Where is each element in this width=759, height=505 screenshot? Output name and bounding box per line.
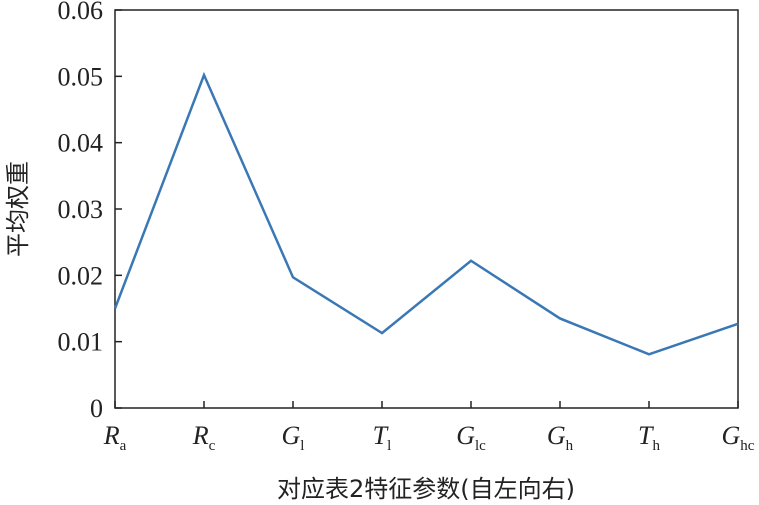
- y-axis-label: 平均权重: [4, 161, 32, 257]
- y-tick-label: 0.04: [58, 129, 104, 158]
- x-tick-label: Glc: [456, 421, 486, 454]
- y-tick-label: 0.02: [58, 261, 104, 290]
- x-tick-label: Gh: [547, 421, 574, 454]
- y-tick-label: 0: [90, 394, 103, 423]
- x-axis-label: 对应表2特征参数(自左向右): [277, 475, 575, 503]
- x-tick-label: Ra: [103, 421, 127, 454]
- y-tick-label: 0.05: [58, 62, 104, 91]
- y-tick-label: 0.01: [58, 328, 104, 357]
- y-tick-label: 0.06: [58, 0, 104, 25]
- x-tick-label: Tl: [373, 421, 392, 454]
- x-tick-label: Rc: [192, 421, 216, 454]
- y-tick-label: 0.03: [58, 195, 104, 224]
- x-tick-label: Gl: [282, 421, 305, 454]
- plot-frame: [114, 9, 739, 409]
- x-tick-label: Th: [638, 421, 660, 454]
- data-line: [113, 71, 739, 356]
- x-tick-label: Ghc: [722, 421, 755, 454]
